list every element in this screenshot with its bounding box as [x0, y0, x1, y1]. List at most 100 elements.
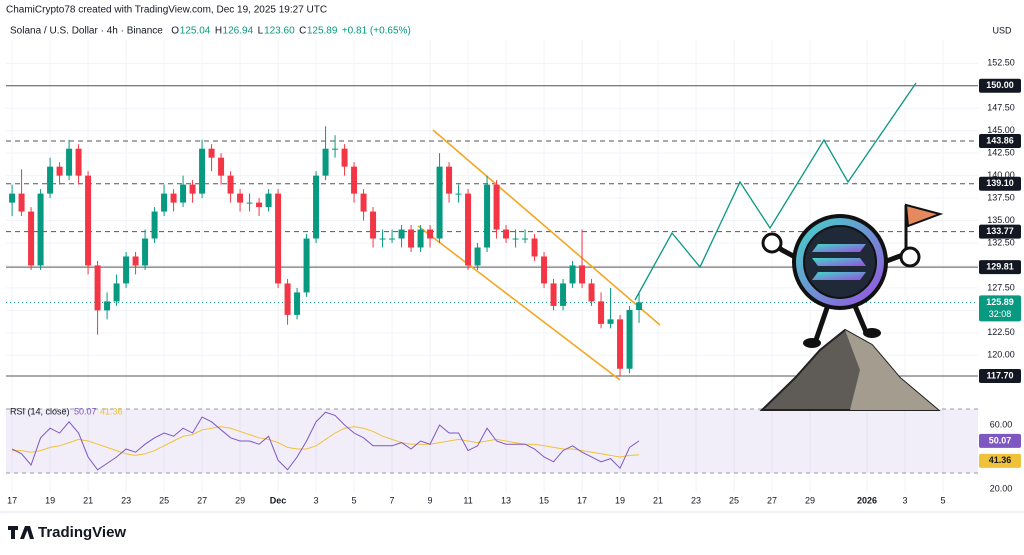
- candle-body: [474, 247, 481, 266]
- candle-body: [123, 256, 130, 284]
- brand-logo: TradingView: [8, 524, 126, 541]
- candle-body: [56, 166, 63, 176]
- ohlc-value: C: [299, 26, 306, 37]
- price-badge: [979, 260, 1021, 275]
- candle-body: [446, 166, 453, 194]
- candle-body: [284, 283, 291, 315]
- y-tick-label: 122.50: [987, 327, 1015, 337]
- channel-upper: [432, 129, 661, 326]
- candle-body: [113, 283, 120, 302]
- rsi-ma-line: [12, 426, 640, 458]
- x-tick-label: 21: [83, 495, 93, 505]
- countdown: 32:08: [989, 309, 1012, 319]
- candle-body: [180, 184, 187, 203]
- candle-body: [265, 193, 272, 208]
- y-tick-label: 145.00: [987, 125, 1015, 135]
- candle-body: [588, 283, 595, 302]
- x-tick-label: 17: [577, 495, 587, 505]
- y-tick-label: 120.00: [987, 350, 1015, 360]
- candle-body: [541, 256, 548, 284]
- price-badge-label: 50.07: [989, 435, 1012, 445]
- candle-body: [189, 184, 196, 194]
- ohlc-value: 125.04: [180, 26, 211, 37]
- candle-body: [294, 292, 301, 315]
- x-tick-label: 21: [653, 495, 663, 505]
- price-badge: [979, 433, 1021, 448]
- ohlc-value: H: [215, 26, 222, 37]
- price-badge-label: 41.36: [989, 455, 1012, 465]
- rsi-band: [6, 409, 978, 473]
- ohlc-value: 126.94: [223, 26, 254, 37]
- candle-body: [351, 166, 358, 194]
- y-tick-label: 127.50: [987, 282, 1015, 292]
- candle-body: [37, 193, 44, 266]
- logo-bar: [812, 258, 866, 266]
- candle-body: [218, 157, 225, 176]
- annotations: [417, 82, 917, 381]
- candle-body: [66, 148, 73, 176]
- channel-lower: [417, 225, 621, 381]
- x-tick-label: 5: [352, 495, 357, 505]
- rsi-tick-label: 60.00: [990, 419, 1013, 429]
- y-tick-label: 152.50: [987, 58, 1015, 68]
- candle-body: [427, 229, 434, 239]
- candle-body: [370, 211, 377, 239]
- logo-bar: [812, 244, 866, 252]
- candle-body: [256, 202, 263, 208]
- rsi-title: RSI (14, close): [10, 406, 70, 416]
- price-badge-label: 129.81: [986, 262, 1014, 272]
- x-tick-label: 19: [615, 495, 625, 505]
- y-tick-label: 142.50: [987, 148, 1015, 158]
- candle-body: [379, 238, 386, 240]
- y-tick-label: 147.50: [987, 103, 1015, 113]
- foot: [863, 328, 881, 338]
- candle-body: [28, 211, 35, 266]
- x-tick-label: 23: [121, 495, 131, 505]
- candle-body: [9, 193, 16, 203]
- price-badge: [979, 453, 1021, 468]
- x-tick-label: 25: [159, 495, 169, 505]
- projection-line: [634, 82, 917, 301]
- candle-body: [303, 238, 310, 293]
- candle-body: [522, 238, 529, 240]
- candle-body: [617, 319, 624, 369]
- attribution: ChamiCrypto78 created with TradingView.c…: [6, 5, 327, 16]
- candle-body: [503, 229, 510, 239]
- rsi-legend-value: 50.07: [74, 406, 97, 416]
- logo-bar: [812, 272, 866, 280]
- price-badge: [979, 78, 1021, 93]
- x-tick-label: 19: [45, 495, 55, 505]
- candle-body: [227, 175, 234, 194]
- candle-body: [341, 148, 348, 167]
- candle-body: [246, 202, 253, 204]
- price-badge-label: 150.00: [986, 80, 1014, 90]
- candle-body: [560, 283, 567, 306]
- candle-body: [493, 184, 500, 230]
- candle-body: [237, 193, 244, 203]
- price-badge-label: 143.86: [986, 135, 1014, 145]
- x-tick-label: 25: [729, 495, 739, 505]
- x-tick-label: 9: [428, 495, 433, 505]
- price-badge-label: 133.77: [986, 226, 1014, 236]
- x-tick-label: 15: [539, 495, 549, 505]
- price-badge: [979, 224, 1021, 239]
- x-tick-label: 7: [390, 495, 395, 505]
- candle-body: [47, 166, 54, 194]
- brand: TradingView: [38, 524, 126, 541]
- candle-body: [170, 193, 177, 203]
- x-tick-label: 23: [691, 495, 701, 505]
- candle-body: [208, 148, 215, 158]
- candle-body: [455, 193, 462, 195]
- x-tick-label: 3: [903, 495, 908, 505]
- candle-body: [322, 148, 329, 176]
- candle-body: [85, 175, 92, 266]
- y-tick-label: 135.00: [987, 215, 1015, 225]
- ohlc-value: L: [258, 26, 264, 37]
- candle-body: [389, 238, 396, 240]
- x-tick-label: 5: [941, 495, 946, 505]
- axes: 120.00122.50125.00127.50130.00132.50135.…: [7, 58, 1021, 505]
- candle-body: [408, 229, 415, 248]
- x-tick-label: 3: [314, 495, 319, 505]
- price-badge: [979, 133, 1021, 148]
